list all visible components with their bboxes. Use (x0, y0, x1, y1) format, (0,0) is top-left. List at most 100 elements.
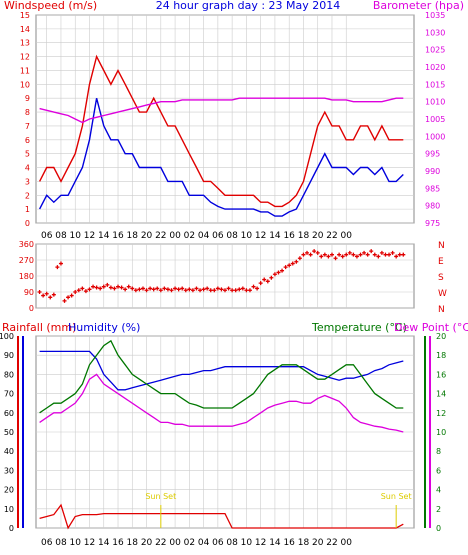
direction-point (151, 287, 156, 292)
direction-point (73, 290, 78, 294)
direction-point (98, 286, 103, 291)
direction-point (326, 254, 331, 259)
direction-point (173, 286, 178, 291)
y-tick-label-left: 40 (4, 447, 14, 456)
y-tick-label-left: 0 (29, 304, 34, 313)
humidity-line (39, 350, 404, 391)
y-tick-label-right: 985 (425, 184, 440, 193)
y-tick-label-left: 50 (4, 428, 14, 437)
direction-point (80, 286, 85, 291)
direction-point (269, 275, 274, 280)
direction-point (155, 286, 160, 291)
direction-point (322, 252, 327, 257)
x-tick-label: 20 (141, 538, 153, 548)
direction-point (237, 287, 242, 292)
direction-point (347, 250, 352, 255)
direction-point (312, 249, 317, 254)
direction-point (130, 286, 135, 291)
direction-point (387, 252, 392, 257)
x-tick-label: 04 (198, 538, 210, 548)
direction-point (258, 281, 263, 286)
direction-point (337, 252, 342, 257)
direction-point (190, 288, 195, 293)
direction-point (329, 252, 334, 257)
x-tick-label: 18 (127, 538, 139, 548)
y-tick-label-right: 990 (425, 167, 440, 176)
direction-point (351, 252, 356, 257)
dewpoint-header: Dew Point (°C) (394, 321, 468, 334)
direction-point (215, 286, 220, 291)
direction-point (394, 254, 399, 259)
temperature-line (39, 339, 404, 414)
direction-point (37, 290, 42, 294)
x-tick-label: 14 (98, 231, 110, 241)
x-tick-label: 22 (155, 538, 166, 548)
direction-point (87, 287, 92, 292)
y-tick-label-right: 2 (436, 505, 441, 514)
compass-label: E (438, 257, 444, 267)
direction-point (262, 277, 267, 282)
direction-point (101, 284, 106, 289)
x-tick-label: 08 (226, 231, 238, 241)
direction-point (308, 252, 313, 257)
direction-point (51, 292, 56, 297)
x-tick-label: 18 (298, 538, 310, 548)
y-tick-label-right: 1030 (425, 28, 445, 37)
direction-point (397, 252, 402, 257)
direction-point (362, 250, 367, 255)
x-tick-label: 00 (341, 231, 353, 241)
x-tick-label: 14 (98, 538, 110, 548)
direction-point (255, 286, 260, 291)
y-tick-label-left: 13 (20, 39, 30, 48)
y-tick-label-left: 3 (25, 177, 30, 186)
wind-barometer-panel: 0123456789101112131415975980985990995100… (20, 11, 446, 241)
x-tick-label: 16 (283, 538, 295, 548)
windspeed-header: Windspeed (m/s) (4, 0, 97, 12)
y-tick-label-right: 16 (436, 370, 446, 379)
direction-point (76, 288, 81, 293)
x-tick-label: 06 (41, 538, 53, 548)
y-tick-label-right: 1035 (425, 11, 445, 20)
direction-point (265, 279, 270, 284)
barometer-line (39, 97, 404, 124)
x-tick-label: 18 (298, 231, 310, 241)
compass-label: W (438, 289, 447, 299)
direction-point (94, 285, 99, 290)
compass-label: S (438, 273, 444, 283)
y-tick-label-right: 18 (436, 351, 446, 360)
x-tick-label: 00 (169, 538, 181, 548)
x-tick-label: 18 (127, 231, 139, 241)
y-tick-label-left: 5 (25, 150, 30, 159)
direction-point (41, 293, 46, 298)
sunset-label: Sun Set (381, 492, 412, 501)
direction-point (44, 291, 49, 296)
y-tick-label-right: 8 (436, 447, 441, 456)
direction-point (83, 289, 88, 294)
direction-point (244, 288, 249, 293)
y-tick-label-left: 8 (25, 108, 30, 117)
rainfall-header: Rainfall (mm) (2, 321, 76, 334)
y-tick-label-right: 12 (436, 409, 446, 418)
direction-point (58, 261, 63, 266)
x-tick-label: 16 (283, 231, 295, 241)
x-tick-label: 12 (84, 538, 95, 548)
x-tick-label: 22 (155, 231, 166, 241)
y-tick-label-left: 100 (0, 332, 14, 341)
y-tick-label-right: 1015 (425, 80, 445, 89)
y-tick-label-left: 70 (4, 390, 14, 399)
x-tick-label: 10 (69, 231, 81, 241)
direction-point (119, 285, 124, 290)
direction-point (251, 284, 256, 289)
x-tick-label: 00 (341, 538, 353, 548)
x-tick-label: 20 (312, 538, 324, 548)
y-tick-label-left: 2 (25, 191, 30, 200)
direction-point (112, 286, 117, 291)
direction-point (108, 285, 113, 290)
rain_rate-line (39, 503, 404, 530)
direction-point (180, 286, 185, 291)
direction-point (219, 287, 224, 292)
speed-line (38, 98, 404, 217)
y-tick-label-right: 10 (436, 428, 446, 437)
direction-point (276, 270, 281, 275)
